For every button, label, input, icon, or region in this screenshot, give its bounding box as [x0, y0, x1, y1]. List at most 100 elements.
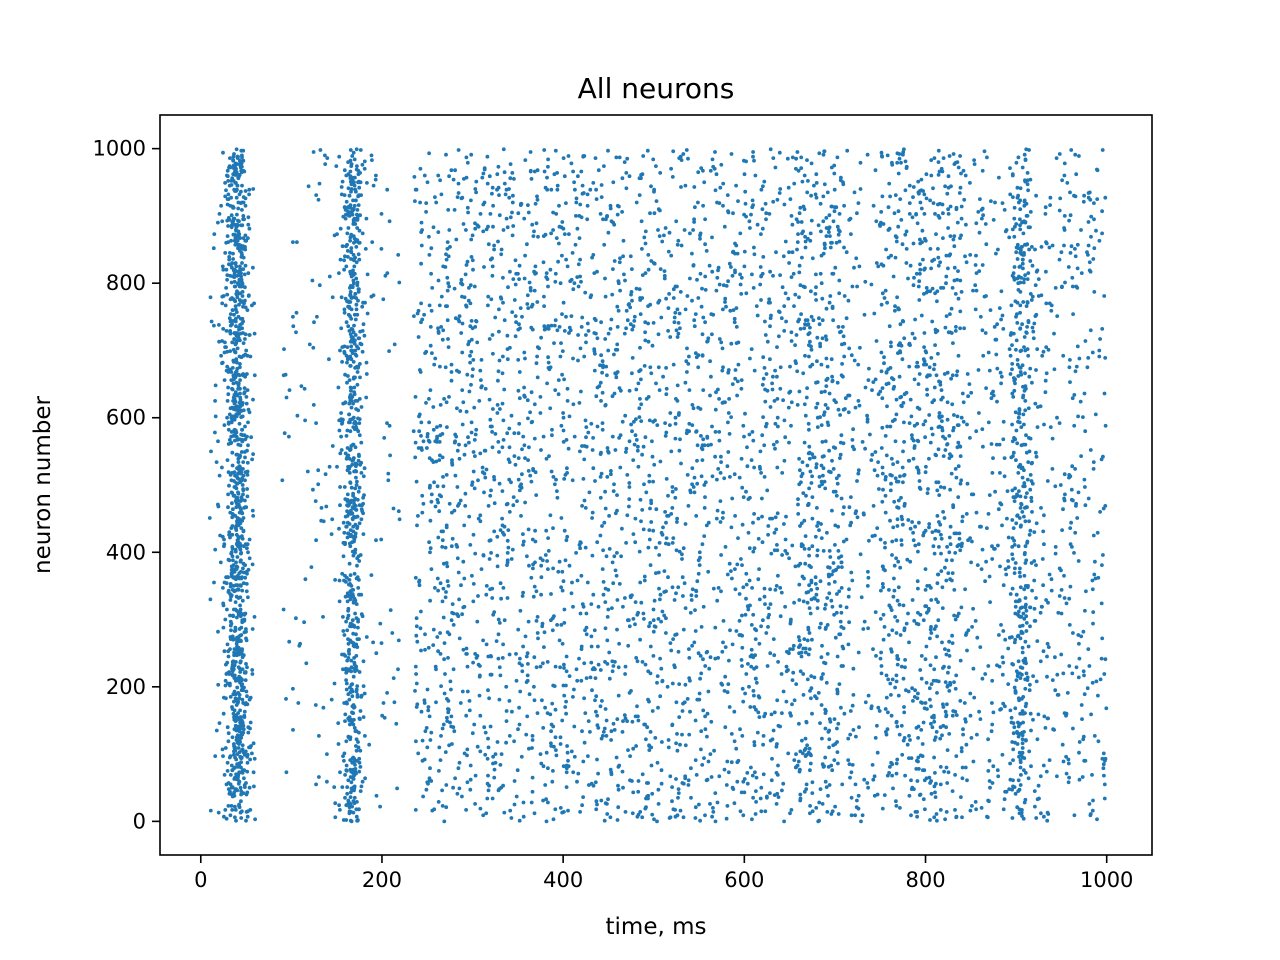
spike-point — [760, 433, 765, 438]
spike-point — [479, 358, 484, 362]
spike-point — [725, 804, 730, 808]
spike-point — [1080, 717, 1084, 721]
spike-point — [600, 567, 605, 571]
spike-point — [773, 446, 777, 451]
spike-point — [492, 475, 496, 479]
spike-point — [823, 439, 828, 444]
spike-point — [469, 255, 474, 259]
spike-point — [930, 286, 935, 291]
spike-point — [675, 732, 679, 736]
spike-point — [620, 730, 625, 734]
spike-point — [897, 374, 902, 379]
spike-point — [877, 487, 881, 491]
spike-point — [775, 374, 779, 379]
spike-point — [653, 736, 658, 740]
spike-point — [281, 373, 286, 378]
spike-point — [830, 379, 835, 384]
spike-point — [1096, 693, 1100, 698]
spike-point — [1079, 271, 1084, 275]
spike-point — [934, 730, 939, 734]
spike-point — [636, 789, 641, 794]
spike-point — [576, 174, 580, 179]
spike-point — [504, 684, 509, 689]
spike-point — [821, 152, 826, 157]
spike-point — [996, 247, 1000, 252]
spike-point — [1032, 789, 1037, 793]
spike-point — [929, 631, 934, 635]
spike-point — [837, 212, 842, 216]
spike-point — [501, 300, 505, 305]
spike-point — [699, 304, 704, 309]
spike-point — [878, 617, 883, 621]
spike-point — [677, 311, 682, 316]
spike-point — [963, 587, 967, 592]
spike-point — [889, 340, 893, 345]
spike-point — [1074, 504, 1078, 508]
spike-point — [584, 611, 589, 616]
spike-point — [600, 524, 604, 528]
spike-point — [827, 591, 832, 596]
spike-point — [491, 224, 495, 229]
spike-point — [321, 615, 325, 619]
spike-point — [798, 792, 803, 797]
spike-point — [678, 437, 682, 442]
spike-point — [705, 649, 710, 654]
spike-point — [225, 292, 230, 297]
spike-point — [799, 220, 804, 224]
spike-point — [1066, 265, 1071, 269]
spike-point — [505, 347, 510, 351]
spike-point — [564, 201, 568, 206]
spike-point — [436, 649, 440, 654]
spike-point — [527, 445, 531, 450]
spike-point — [805, 190, 810, 195]
spike-point — [505, 431, 510, 436]
spike-point — [900, 404, 904, 409]
spike-point — [832, 187, 837, 192]
spike-point — [1020, 814, 1024, 818]
spike-point — [648, 621, 653, 625]
spike-point — [550, 701, 555, 706]
spike-point — [535, 375, 540, 380]
spike-point — [901, 480, 905, 485]
spike-point — [881, 612, 886, 617]
spike-point — [938, 382, 943, 387]
spike-point — [440, 337, 445, 342]
spike-point — [872, 774, 877, 779]
spike-point — [664, 536, 669, 540]
spike-point — [690, 423, 695, 427]
spike-point — [940, 733, 944, 738]
spike-point — [950, 641, 955, 645]
spike-point — [958, 548, 963, 553]
spike-point — [432, 807, 437, 812]
spike-point — [517, 722, 522, 727]
spike-point — [428, 518, 433, 523]
spike-point — [728, 308, 733, 313]
spike-point — [396, 253, 401, 257]
spike-point — [581, 795, 585, 799]
spike-point — [1099, 601, 1104, 606]
spike-point — [330, 517, 335, 522]
spike-point — [507, 699, 512, 703]
spike-point — [831, 467, 836, 471]
spike-point — [251, 452, 256, 456]
spike-point — [808, 752, 813, 756]
spike-point — [411, 429, 416, 434]
spike-point — [1002, 797, 1007, 802]
spike-point — [768, 405, 773, 409]
spike-point — [555, 171, 559, 175]
spike-point — [835, 726, 839, 731]
spike-point — [715, 598, 720, 603]
spike-point — [953, 617, 958, 622]
spike-point — [643, 330, 647, 335]
spike-point — [647, 537, 652, 542]
spike-point — [807, 354, 811, 359]
spike-point — [884, 695, 889, 700]
spike-point — [1034, 563, 1038, 567]
spike-point — [749, 347, 754, 351]
spike-point — [526, 619, 531, 624]
spike-point — [527, 692, 532, 697]
spike-point — [616, 693, 621, 698]
spike-point — [720, 516, 725, 520]
spike-point — [501, 147, 506, 152]
spike-point — [551, 817, 556, 822]
